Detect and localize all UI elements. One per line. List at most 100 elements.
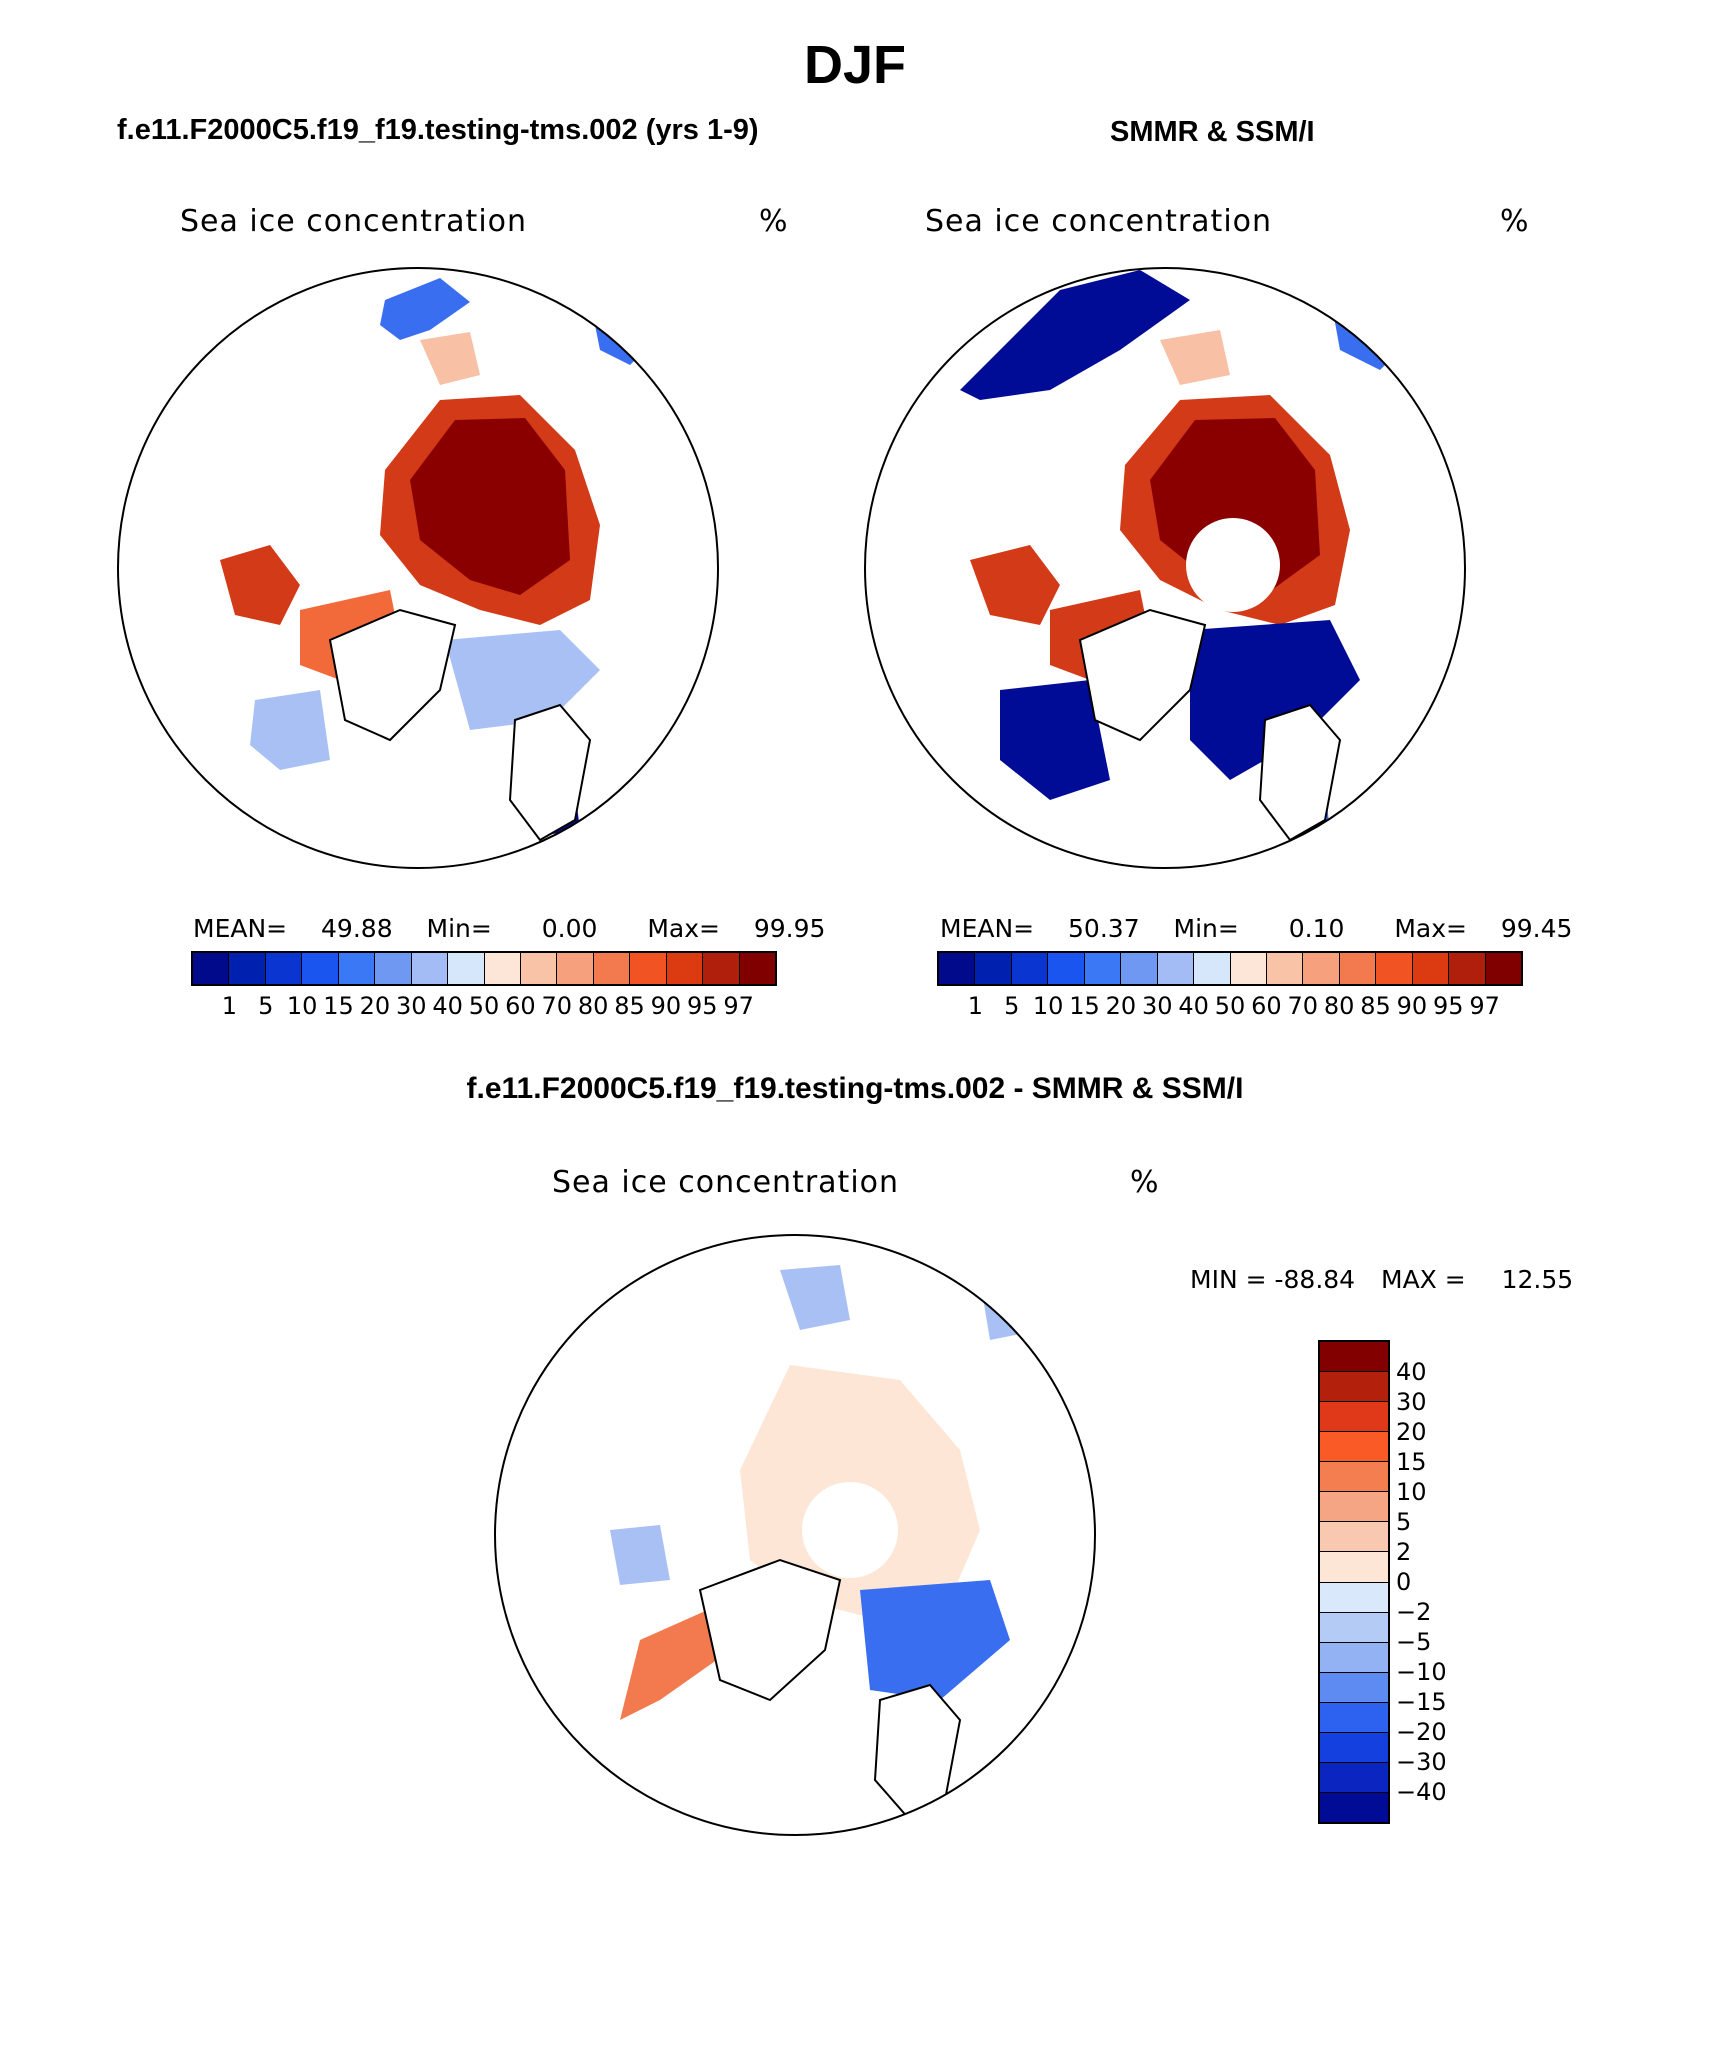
colorbar-tick-label: 97 — [723, 992, 754, 1020]
colorbar-swatch — [1338, 953, 1376, 984]
colorbar-swatch — [1320, 1342, 1388, 1372]
colorbar-tick-label: 10 — [286, 992, 318, 1020]
colorbar-swatch — [1411, 953, 1449, 984]
colorbar-tick-label: 15 — [1396, 1448, 1427, 1476]
colorbar-obs-labels: 1 5 10 15 20 30 40 50 60 70 80 85 90 95 97 — [937, 992, 1523, 1024]
colorbar-tick-label: 1 — [967, 992, 984, 1020]
landmass-scandinavia — [1258, 703, 1342, 842]
colorbar-tick-label: 80 — [577, 992, 609, 1020]
colorbar-tick-label: 90 — [650, 992, 682, 1020]
units-label-model: % — [759, 204, 788, 239]
variable-label-diff: Sea ice concentration — [552, 1165, 900, 1200]
max-value: 12.55 — [1501, 1265, 1574, 1294]
colorbar-swatch — [193, 953, 229, 984]
mean-label: MEAN= — [940, 914, 1035, 943]
colorbar-swatch — [1320, 1401, 1388, 1432]
colorbar-tick-label: 10 — [1032, 992, 1064, 1020]
colorbar-obs — [937, 951, 1523, 986]
colorbar-tick-label: 50 — [468, 992, 500, 1020]
colorbar-tick-label: 30 — [1396, 1388, 1427, 1416]
colorbar-swatch — [1320, 1671, 1388, 1702]
colorbar-tick-label: 80 — [1323, 992, 1355, 1020]
mean-value: 49.88 — [321, 914, 393, 943]
colorbar-swatch — [702, 953, 739, 984]
stats-model: MEAN= 49.88 Min= 0.00 Max= 99.95 — [193, 914, 825, 943]
main-title: DJF — [803, 35, 906, 95]
colorbar-swatch — [1229, 953, 1266, 984]
colorbar-swatch — [1320, 1521, 1388, 1552]
colorbar-swatch — [519, 953, 557, 984]
colorbar-swatch — [1010, 953, 1048, 984]
colorbar-swatch — [1448, 953, 1485, 984]
colorbar-swatch — [738, 953, 775, 984]
panel-title-diff: f.e11.F2000C5.f19_f19.testing-tms.002 - … — [466, 1072, 1244, 1105]
colorbar-swatch — [1047, 953, 1084, 984]
colorbar-tick-label: −40 — [1396, 1778, 1447, 1806]
colorbar-swatch — [1120, 953, 1157, 984]
colorbar-swatch — [1320, 1371, 1388, 1402]
colorbar-swatch — [1375, 953, 1412, 984]
colorbar-tick-label: 15 — [1069, 992, 1100, 1020]
ice-field-pacific-fringe — [420, 332, 480, 385]
max-label: Max= — [1394, 914, 1467, 943]
colorbar-tick-label: 5 — [1396, 1508, 1412, 1536]
landmass-greenland — [1078, 608, 1207, 742]
colorbar-swatch — [592, 953, 630, 984]
ice-field-labrador — [250, 690, 330, 770]
ice-field-labrador — [1000, 680, 1110, 800]
min-label: MIN = — [1190, 1265, 1267, 1294]
colorbar-swatch — [1320, 1461, 1388, 1492]
colorbar-swatch — [665, 953, 703, 984]
colorbar-tick-label: −2 — [1396, 1598, 1432, 1626]
colorbar-tick-label: −20 — [1396, 1718, 1447, 1746]
colorbar-tick-label: 40 — [432, 992, 463, 1020]
colorbar-swatch — [447, 953, 484, 984]
colorbar-swatch — [1320, 1581, 1388, 1612]
colorbar-model — [191, 951, 777, 986]
colorbar-diff — [1318, 1340, 1390, 1824]
ice-field-pacific-fringe — [1160, 330, 1230, 385]
ice-field-hudson — [610, 1525, 670, 1585]
colorbar-tick-label: 30 — [1141, 992, 1173, 1020]
max-label: MAX = — [1381, 1265, 1466, 1294]
max-label: Max= — [647, 914, 720, 943]
colorbar-tick-label: 5 — [258, 992, 274, 1020]
colorbar-swatch — [1320, 1731, 1388, 1762]
colorbar-diff-labels: 40 30 20 15 10 5 2 0 −2 −5 −10 −15 −20 −30 −40 — [1396, 1340, 1476, 1824]
ice-field-atlantic-margin — [860, 1580, 1010, 1700]
colorbar-swatch — [374, 953, 411, 984]
min-label: Min= — [426, 914, 492, 943]
colorbar-tick-label: 30 — [395, 992, 427, 1020]
ice-field-hudson — [970, 545, 1060, 625]
landmass-scandinavia — [873, 1683, 962, 1822]
colorbar-swatch — [1320, 1491, 1388, 1522]
ice-field-bering — [780, 1265, 850, 1330]
ice-field-hudson — [220, 545, 300, 625]
colorbar-tick-label: 1 — [221, 992, 238, 1020]
min-label: Min= — [1173, 914, 1239, 943]
ice-field-bering — [380, 278, 470, 340]
colorbar-tick-label: 90 — [1396, 992, 1428, 1020]
colorbar-swatch — [1484, 953, 1521, 984]
colorbar-tick-label: 70 — [1287, 992, 1319, 1020]
units-label-obs: % — [1500, 204, 1529, 239]
panel-title-model: f.e11.F2000C5.f19_f19.testing-tms.002 (y… — [117, 114, 759, 146]
colorbar-swatch — [629, 953, 666, 984]
colorbar-swatch — [1320, 1551, 1388, 1582]
colorbar-tick-label: −30 — [1396, 1748, 1447, 1776]
min-value: -88.84 — [1274, 1265, 1356, 1294]
colorbar-model-labels: 1 5 10 15 20 30 40 50 60 70 80 85 90 95 97 — [191, 992, 777, 1024]
colorbar-tick-label: 60 — [1251, 992, 1282, 1020]
colorbar-swatch — [1320, 1611, 1388, 1642]
variable-label-obs: Sea ice concentration — [925, 204, 1273, 239]
pole-hole — [802, 1482, 898, 1578]
colorbar-tick-label: 85 — [614, 992, 645, 1020]
min-value: 0.10 — [1288, 914, 1345, 943]
mean-label: MEAN= — [193, 914, 288, 943]
units-label-diff: % — [1130, 1165, 1159, 1200]
colorbar-swatch — [556, 953, 593, 984]
colorbar-swatch — [1320, 1791, 1388, 1822]
ice-field-atlantic-margin — [1190, 620, 1360, 780]
